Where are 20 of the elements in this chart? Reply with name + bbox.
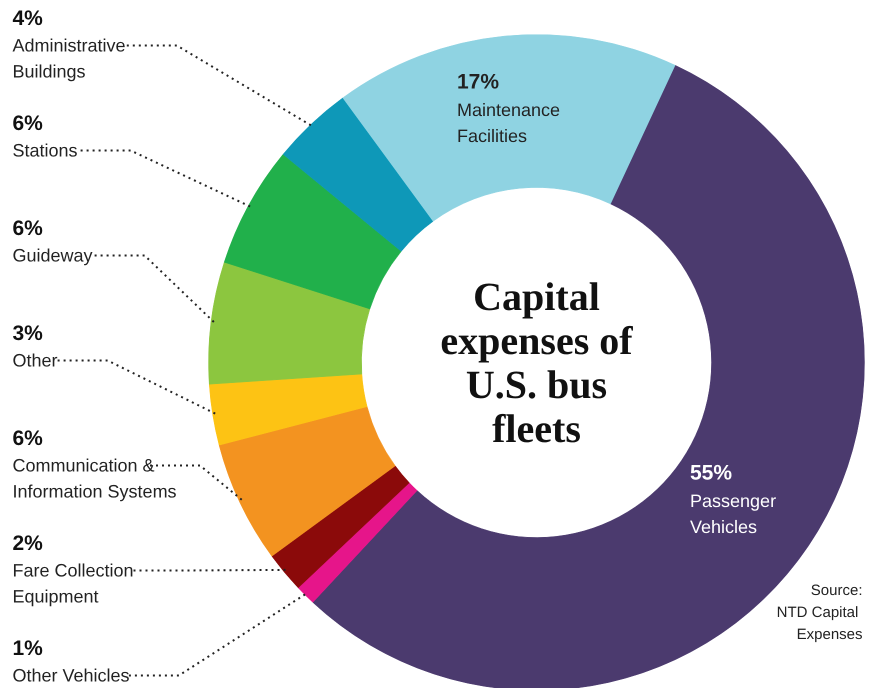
source-note: Source: NTD Capital Expenses — [776, 582, 863, 643]
data-label: 3% — [12, 322, 44, 345]
data-label: 55% — [690, 462, 732, 485]
data-label: 6% — [12, 112, 44, 135]
data-label: 4% — [12, 7, 44, 30]
slice-label: Other Vehicles — [12, 666, 130, 686]
slice-label: Maintenance Facilities — [456, 100, 560, 146]
slice-label: Fare Collection Equipment — [12, 560, 134, 606]
slice-label: Communication & Information Systems — [12, 456, 177, 502]
data-label: 1% — [12, 637, 44, 660]
slice-label: Other — [12, 350, 58, 370]
slice-label: Stations — [12, 140, 78, 160]
slice-label: Administrative Buildings — [12, 36, 126, 82]
slice-label: Guideway — [12, 246, 93, 266]
text: Capital expenses of U.S. bus fleets — [440, 274, 634, 451]
data-label: 6% — [12, 427, 44, 450]
data-label: 17% — [456, 70, 500, 94]
slice-label: Passenger Vehicles — [690, 491, 776, 538]
data-label: 6% — [12, 217, 44, 240]
data-label: 2% — [12, 532, 44, 555]
